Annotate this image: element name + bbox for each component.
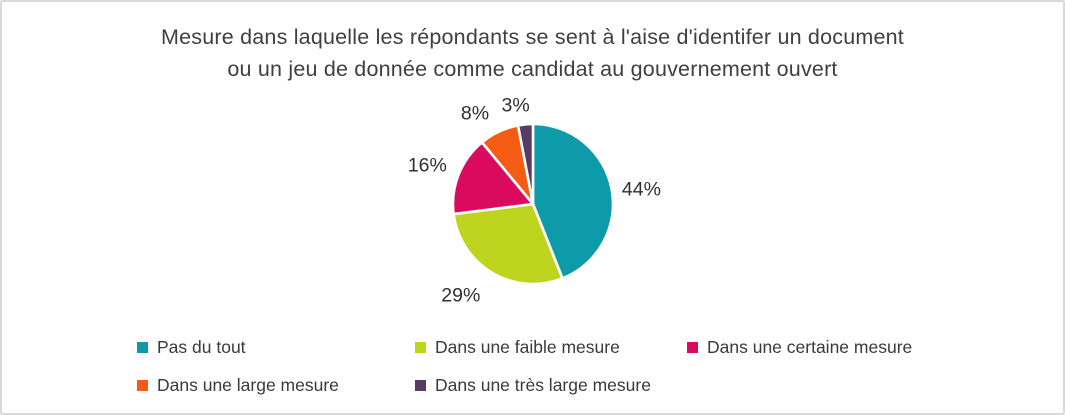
legend-item-certaine-mesure[interactable]: Dans une certaine mesure	[687, 336, 912, 358]
pie-label: 44%	[621, 178, 661, 201]
pie-label: 3%	[501, 94, 530, 117]
chart-title: Mesure dans laquelle les répondants se s…	[2, 21, 1063, 85]
legend-item-faible-mesure[interactable]: Dans une faible mesure	[415, 336, 620, 358]
legend-swatch-icon	[687, 342, 698, 353]
legend-item-tres-large-mesure[interactable]: Dans une très large mesure	[415, 374, 651, 396]
legend-swatch-icon	[137, 342, 148, 353]
pie-label: 29%	[441, 284, 481, 307]
legend-label: Dans une faible mesure	[435, 336, 620, 357]
pie-slice-2[interactable]	[451, 141, 535, 216]
chart-title-line-2: ou un jeu de donnée comme candidat au go…	[227, 57, 838, 81]
legend-label: Dans une très large mesure	[435, 374, 651, 395]
legend-item-large-mesure[interactable]: Dans une large mesure	[137, 374, 339, 396]
pie-slice-1[interactable]	[452, 202, 564, 286]
chart-title-line-1: Mesure dans laquelle les répondants se s…	[161, 25, 904, 49]
legend-label: Pas du tout	[157, 336, 246, 357]
legend-label: Dans une large mesure	[157, 374, 339, 395]
legend-swatch-icon	[415, 380, 426, 391]
legend-swatch-icon	[137, 380, 148, 391]
legend-label: Dans une certaine mesure	[707, 336, 913, 357]
pie-label: 8%	[460, 102, 490, 125]
legend-item-pas-du-tout[interactable]: Pas du tout	[137, 336, 246, 358]
pie-slice-0[interactable]	[531, 122, 615, 280]
pie-label: 16%	[407, 154, 447, 177]
legend-swatch-icon	[415, 342, 426, 353]
pie-slice-4[interactable]	[516, 122, 535, 206]
